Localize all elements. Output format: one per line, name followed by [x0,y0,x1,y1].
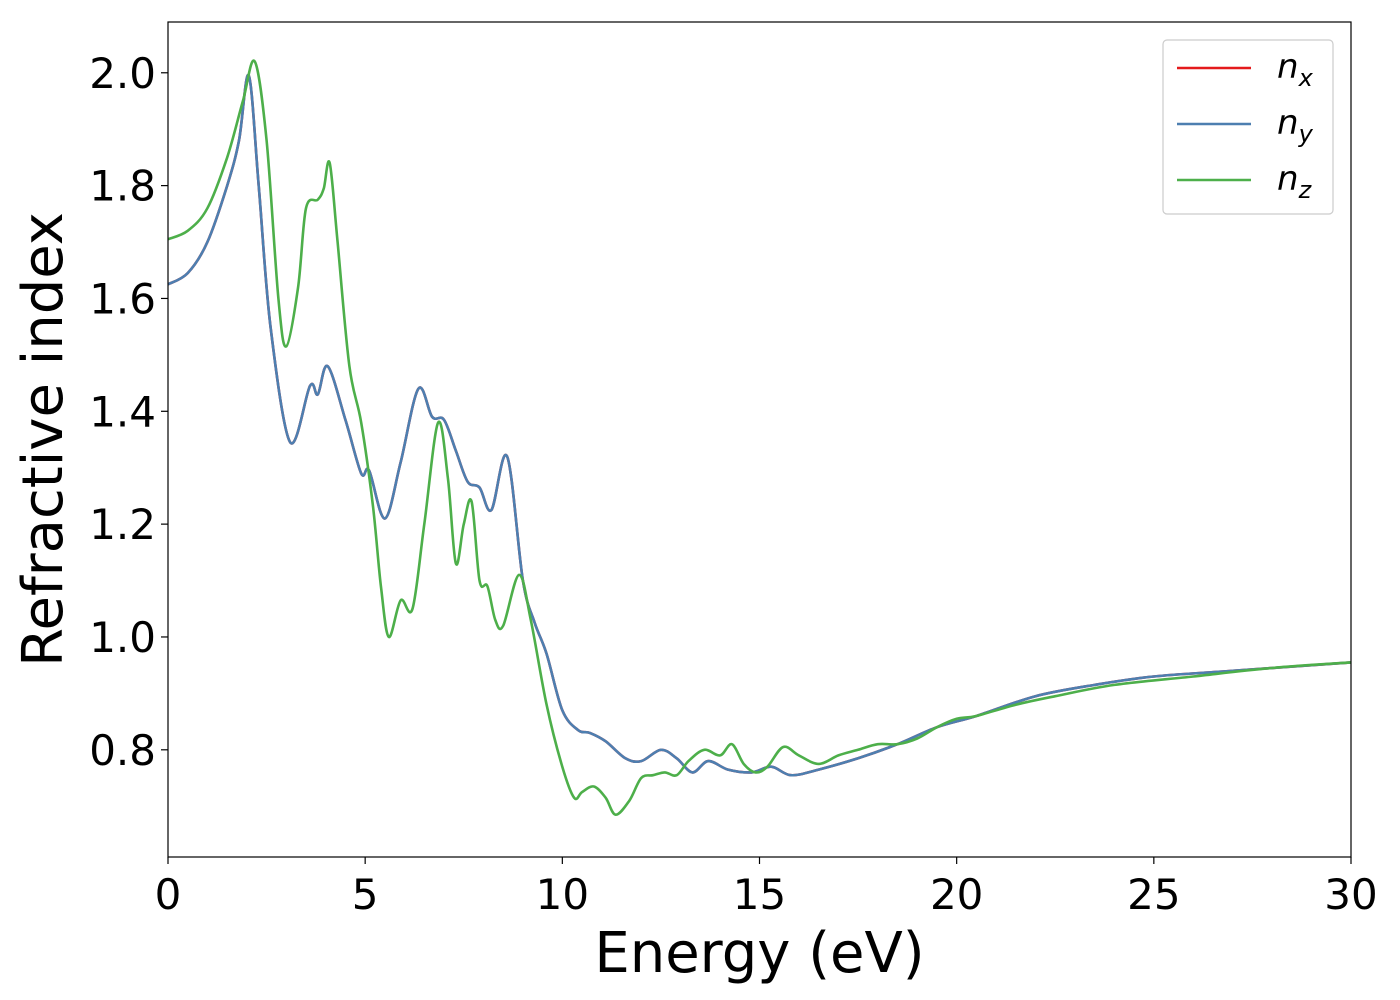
y-tick-label: 1.0 [89,613,156,662]
x-tick-label: 20 [930,870,983,919]
legend-label: nx [1277,47,1314,92]
legend-box [1162,39,1334,215]
x-tick-label: 25 [1127,870,1180,919]
y-tick-label: 1.4 [89,387,156,436]
x-tick-label: 10 [536,870,589,919]
series-line-ny [167,73,1352,777]
series-layer [167,59,1352,816]
x-tick-label: 15 [733,870,786,919]
y-tick-label: 0.8 [89,726,156,775]
x-axis-title: Energy (eV) [594,921,924,986]
series-line-nz [167,59,1352,816]
y-tick-label: 1.2 [89,500,156,549]
y-axis-title: Refractive index [11,212,76,667]
axis-ticks: 0 5 10 15 20 25 30 0.8 1.0 1.2 1.4 1.6 1.8 2.0 [89,49,1378,919]
x-tick-label: 0 [155,870,182,919]
legend-label: ny [1277,103,1314,148]
y-tick-label: 1.8 [89,162,156,211]
x-tick-label: 5 [352,870,379,919]
y-tick-label: 2.0 [89,49,156,98]
x-tick-label: 30 [1324,870,1377,919]
legend: nx ny nz [1162,39,1334,215]
legend-items: nx ny nz [1177,47,1314,204]
legend-label: nz [1277,159,1313,204]
y-tick-label: 1.6 [89,274,156,323]
